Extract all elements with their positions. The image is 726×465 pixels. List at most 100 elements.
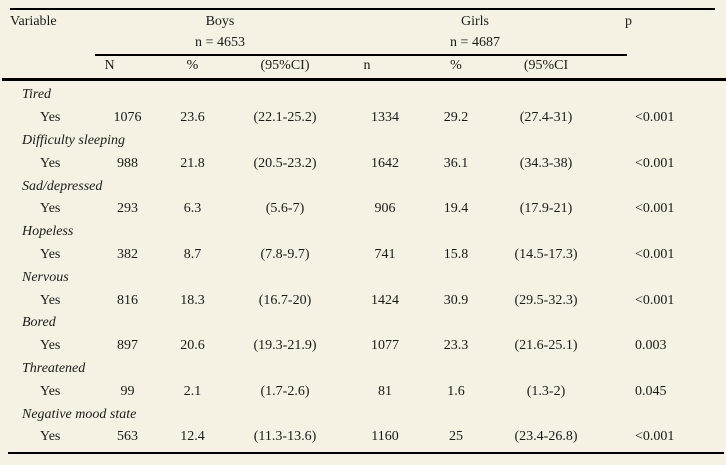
variable-category: Tired xyxy=(22,87,52,103)
boys-ci-cell: (22.1-25.2) xyxy=(253,110,317,126)
table-row: Tired xyxy=(8,84,718,107)
girls-n-cell: 741 xyxy=(374,246,396,262)
table-row: Yes 816 18.3 (16.7-20) 1424 30.9 (29.5-3… xyxy=(8,289,718,312)
sample-size-row: n = 4653 n = 4687 xyxy=(8,33,718,52)
boys-group-header: Boys xyxy=(205,14,235,29)
girls-ci-cell: (1.3-2) xyxy=(526,383,566,399)
table-row: Bored xyxy=(8,312,718,335)
girls-pct-cell: 30.9 xyxy=(443,292,469,308)
table-row: Yes 1076 23.6 (22.1-25.2) 1334 29.2 (27.… xyxy=(8,107,718,130)
boys-pct-cell: 6.3 xyxy=(183,201,202,217)
girls-ci-cell: (27.4-31) xyxy=(519,110,573,126)
variable-response: Yes xyxy=(40,155,61,171)
girls-pct-cell: 19.4 xyxy=(443,201,469,217)
p-value-cell: <0.001 xyxy=(635,292,675,308)
variable-category: Sad/depressed xyxy=(22,178,103,194)
boys-ci-cell: (19.3-21.9) xyxy=(253,338,317,354)
girls-ci-cell: (17.9-21) xyxy=(519,201,573,217)
table-row: Negative mood state xyxy=(8,403,718,426)
table-row: Yes 897 20.6 (19.3-21.9) 1077 23.3 (21.6… xyxy=(8,335,718,358)
boys-pct-cell: 2.1 xyxy=(183,383,202,399)
column-subheader-row: N % (95%CI) n % (95%CI xyxy=(8,56,718,76)
p-column-header: p xyxy=(625,14,632,29)
girls-n-cell: 81 xyxy=(378,383,392,399)
girls-ci-cell: (23.4-26.8) xyxy=(514,429,578,445)
girls-ci-column-header: (95%CI xyxy=(523,58,569,73)
table-row: Threatened xyxy=(8,358,718,381)
table-row: Hopeless xyxy=(8,221,718,244)
girls-n-column-header: n xyxy=(363,58,371,73)
header-divider-line xyxy=(95,54,627,56)
girls-ci-cell: (21.6-25.1) xyxy=(514,338,578,354)
boys-n-cell: 293 xyxy=(117,201,138,217)
girls-n-cell: 1642 xyxy=(371,155,399,171)
table-row: Yes 382 8.7 (7.8-9.7) 741 15.8 (14.5-17.… xyxy=(8,244,718,267)
boys-ci-cell: (7.8-9.7) xyxy=(260,246,310,262)
girls-pct-cell: 25 xyxy=(449,429,463,445)
girls-n-cell: 1334 xyxy=(371,110,399,126)
boys-ci-cell: (5.6-7) xyxy=(265,201,305,217)
variable-response: Yes xyxy=(40,383,61,399)
header-body-separator xyxy=(2,78,726,81)
girls-pct-column-header: % xyxy=(450,58,462,73)
variable-column-header: Variable xyxy=(10,14,57,29)
p-value-cell: 0.045 xyxy=(635,383,667,399)
girls-group-header: Girls xyxy=(461,14,489,29)
boys-n-cell: 816 xyxy=(117,292,138,308)
boys-pct-column-header: % xyxy=(186,58,199,73)
boys-pct-cell: 20.6 xyxy=(180,338,205,354)
boys-n-column-header: N xyxy=(104,58,115,73)
variable-category: Negative mood state xyxy=(22,406,137,422)
boys-pct-cell: 12.4 xyxy=(180,429,205,445)
girls-ci-cell: (29.5-32.3) xyxy=(514,292,578,308)
girls-ci-cell: (34.3-38) xyxy=(519,155,573,171)
p-value-cell: <0.001 xyxy=(635,155,675,171)
boys-pct-cell: 8.7 xyxy=(183,246,202,262)
table-row: Nervous xyxy=(8,266,718,289)
girls-ci-cell: (14.5-17.3) xyxy=(514,246,578,262)
girls-pct-cell: 36.1 xyxy=(443,155,469,171)
p-value-cell: <0.001 xyxy=(635,110,675,126)
p-value-cell: <0.001 xyxy=(635,201,675,217)
girls-pct-cell: 29.2 xyxy=(443,110,469,126)
variable-response: Yes xyxy=(40,246,61,262)
variable-response: Yes xyxy=(40,338,61,354)
boys-n-cell: 99 xyxy=(120,383,135,399)
boys-sample-size: n = 4653 xyxy=(195,34,245,50)
boys-ci-cell: (16.7-20) xyxy=(258,292,312,308)
girls-pct-cell: 23.3 xyxy=(443,338,469,354)
boys-ci-cell: (11.3-13.6) xyxy=(253,429,317,445)
boys-n-cell: 988 xyxy=(117,155,138,171)
boys-ci-column-header: (95%CI) xyxy=(260,58,310,73)
table-bottom-border xyxy=(8,452,724,454)
boys-pct-cell: 18.3 xyxy=(180,292,205,308)
boys-n-cell: 897 xyxy=(117,338,138,354)
boys-n-cell: 382 xyxy=(117,246,138,262)
variable-category: Bored xyxy=(22,315,56,331)
girls-pct-cell: 15.8 xyxy=(443,246,469,262)
variable-category: Hopeless xyxy=(22,224,74,240)
girls-n-cell: 1077 xyxy=(371,338,399,354)
table-header-row: Variable Boys Girls p xyxy=(8,12,718,32)
table-body: Tired Yes 1076 23.6 (22.1-25.2) 1334 29.… xyxy=(8,84,718,449)
variable-response: Yes xyxy=(40,292,61,308)
boys-pct-cell: 21.8 xyxy=(180,155,205,171)
p-value-cell: <0.001 xyxy=(635,429,675,445)
girls-pct-cell: 1.6 xyxy=(447,383,465,399)
p-value-cell: 0.003 xyxy=(635,338,667,354)
boys-ci-cell: (1.7-2.6) xyxy=(260,383,310,399)
girls-n-cell: 1424 xyxy=(371,292,399,308)
table-row: Yes 563 12.4 (11.3-13.6) 1160 25 (23.4-2… xyxy=(8,426,718,449)
table-top-border xyxy=(10,8,715,10)
boys-ci-cell: (20.5-23.2) xyxy=(253,155,317,171)
boys-n-cell: 1076 xyxy=(113,110,142,126)
variable-category: Threatened xyxy=(22,360,86,376)
boys-pct-cell: 23.6 xyxy=(180,110,205,126)
table-row: Yes 988 21.8 (20.5-23.2) 1642 36.1 (34.3… xyxy=(8,152,718,175)
table-row: Difficulty sleeping xyxy=(8,130,718,153)
variable-response: Yes xyxy=(40,429,61,445)
girls-sample-size: n = 4687 xyxy=(450,34,500,50)
boys-n-cell: 563 xyxy=(117,429,138,445)
girls-n-cell: 1160 xyxy=(371,429,399,445)
